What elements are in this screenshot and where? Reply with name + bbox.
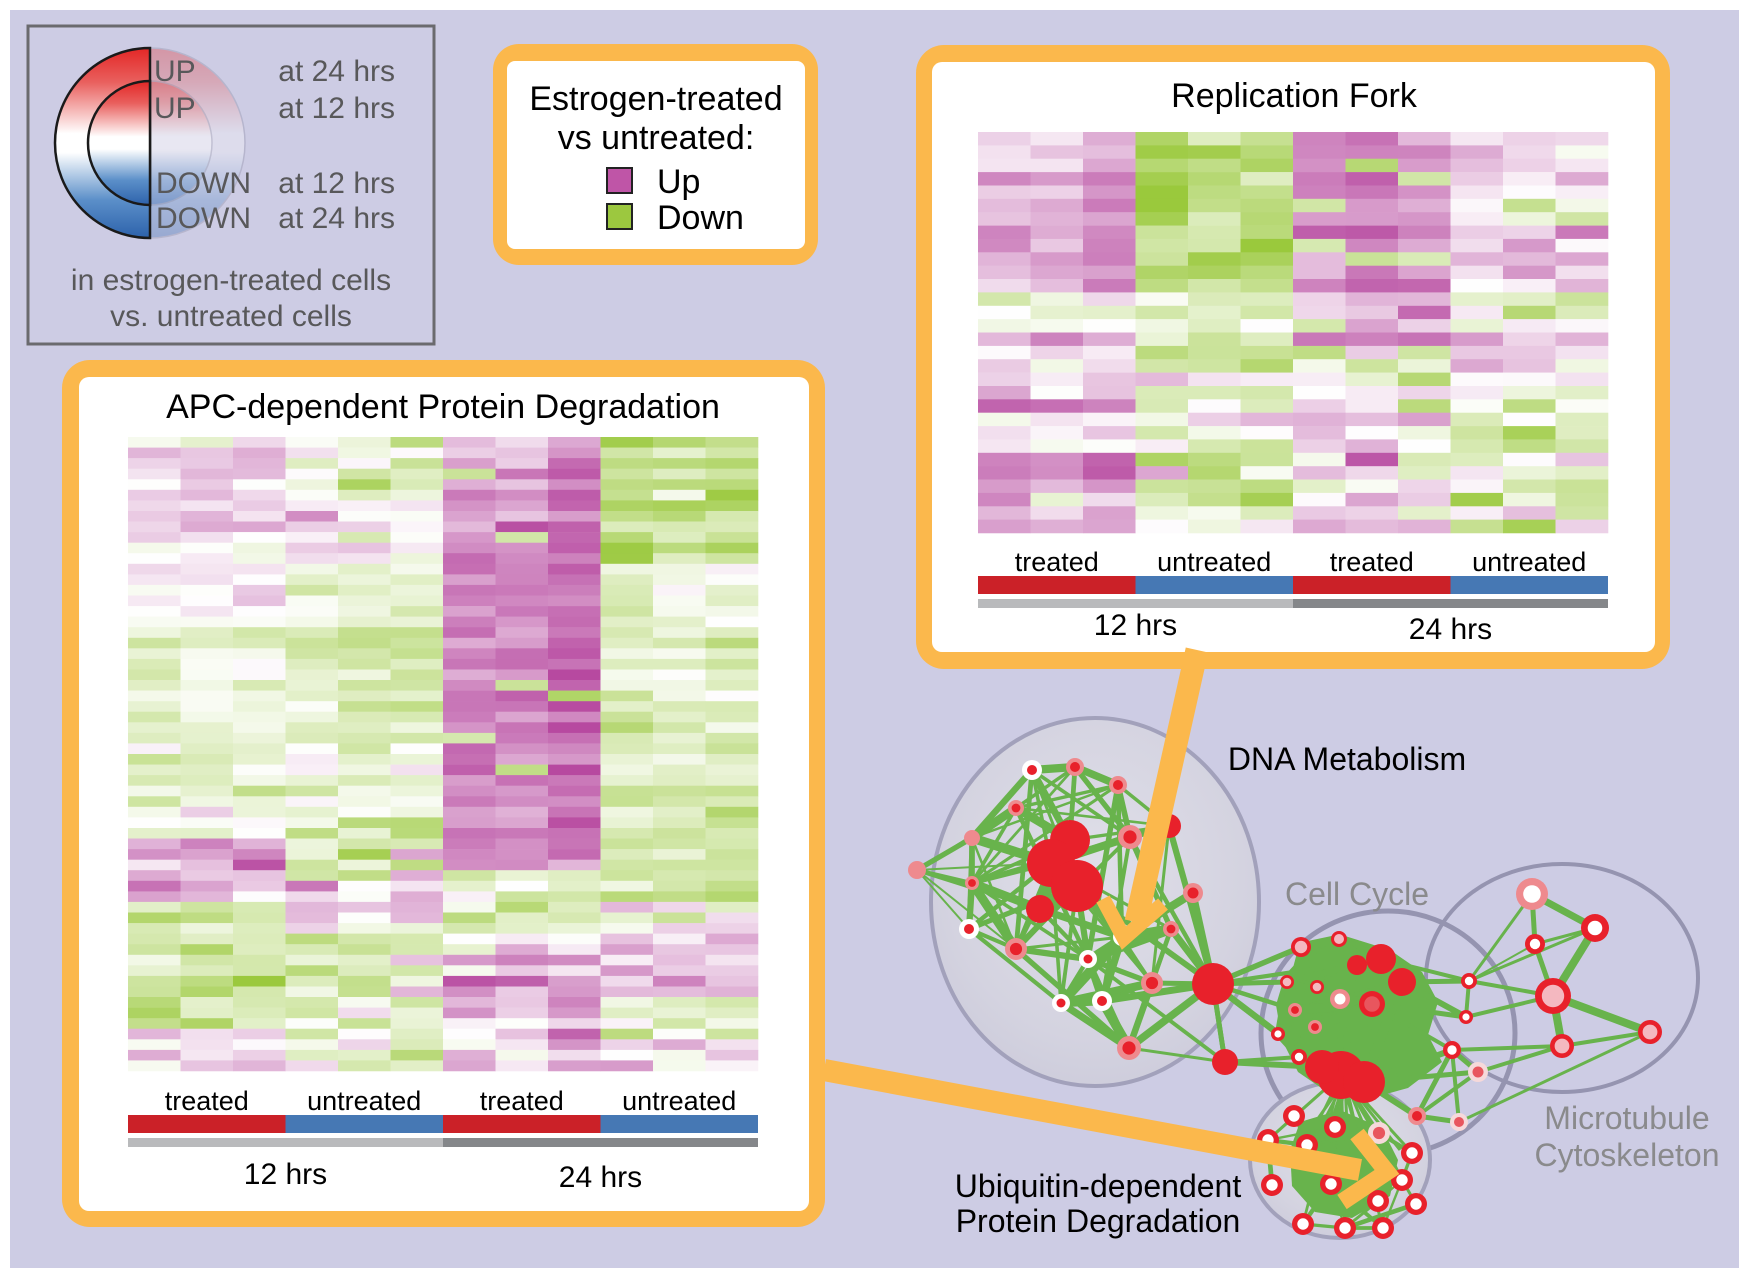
svg-text:treated: treated bbox=[1015, 547, 1099, 577]
svg-text:Protein Degradation: Protein Degradation bbox=[956, 1203, 1241, 1239]
svg-text:treated: treated bbox=[1330, 547, 1414, 577]
svg-text:APC-dependent Protein Degradat: APC-dependent Protein Degradation bbox=[166, 388, 720, 426]
svg-text:vs. untreated cells: vs. untreated cells bbox=[110, 300, 352, 333]
svg-text:at 12 hrs: at 12 hrs bbox=[278, 92, 395, 125]
svg-text:untreated: untreated bbox=[307, 1086, 421, 1116]
svg-text:in estrogen-treated cells: in estrogen-treated cells bbox=[71, 264, 391, 297]
svg-text:treated: treated bbox=[480, 1086, 564, 1116]
svg-text:Estrogen-treated: Estrogen-treated bbox=[529, 80, 782, 118]
svg-text:at 24 hrs: at 24 hrs bbox=[278, 202, 395, 235]
svg-text:untreated: untreated bbox=[622, 1086, 736, 1116]
svg-text:Up: Up bbox=[657, 163, 700, 201]
svg-text:DNA Metabolism: DNA Metabolism bbox=[1228, 741, 1466, 777]
svg-text:untreated: untreated bbox=[1472, 547, 1586, 577]
svg-text:untreated: untreated bbox=[1157, 547, 1271, 577]
svg-text:Microtubule: Microtubule bbox=[1544, 1100, 1709, 1136]
svg-text:treated: treated bbox=[165, 1086, 249, 1116]
svg-text:UP: UP bbox=[154, 92, 196, 125]
svg-text:12 hrs: 12 hrs bbox=[244, 1158, 327, 1191]
svg-text:Ubiquitin-dependent: Ubiquitin-dependent bbox=[955, 1168, 1242, 1204]
svg-text:DOWN: DOWN bbox=[156, 202, 251, 235]
svg-text:Cell Cycle: Cell Cycle bbox=[1285, 876, 1429, 912]
svg-text:at 12 hrs: at 12 hrs bbox=[278, 167, 395, 200]
svg-text:Down: Down bbox=[657, 199, 744, 237]
svg-text:at 24 hrs: at 24 hrs bbox=[278, 55, 395, 88]
svg-text:24 hrs: 24 hrs bbox=[559, 1161, 642, 1194]
svg-text:UP: UP bbox=[154, 55, 196, 88]
svg-text:12 hrs: 12 hrs bbox=[1094, 609, 1177, 642]
svg-text:Cytoskeleton: Cytoskeleton bbox=[1535, 1137, 1720, 1173]
svg-text:DOWN: DOWN bbox=[156, 167, 251, 200]
svg-text:Replication Fork: Replication Fork bbox=[1171, 77, 1418, 115]
svg-text:24 hrs: 24 hrs bbox=[1409, 613, 1492, 646]
svg-text:vs untreated:: vs untreated: bbox=[558, 119, 755, 157]
